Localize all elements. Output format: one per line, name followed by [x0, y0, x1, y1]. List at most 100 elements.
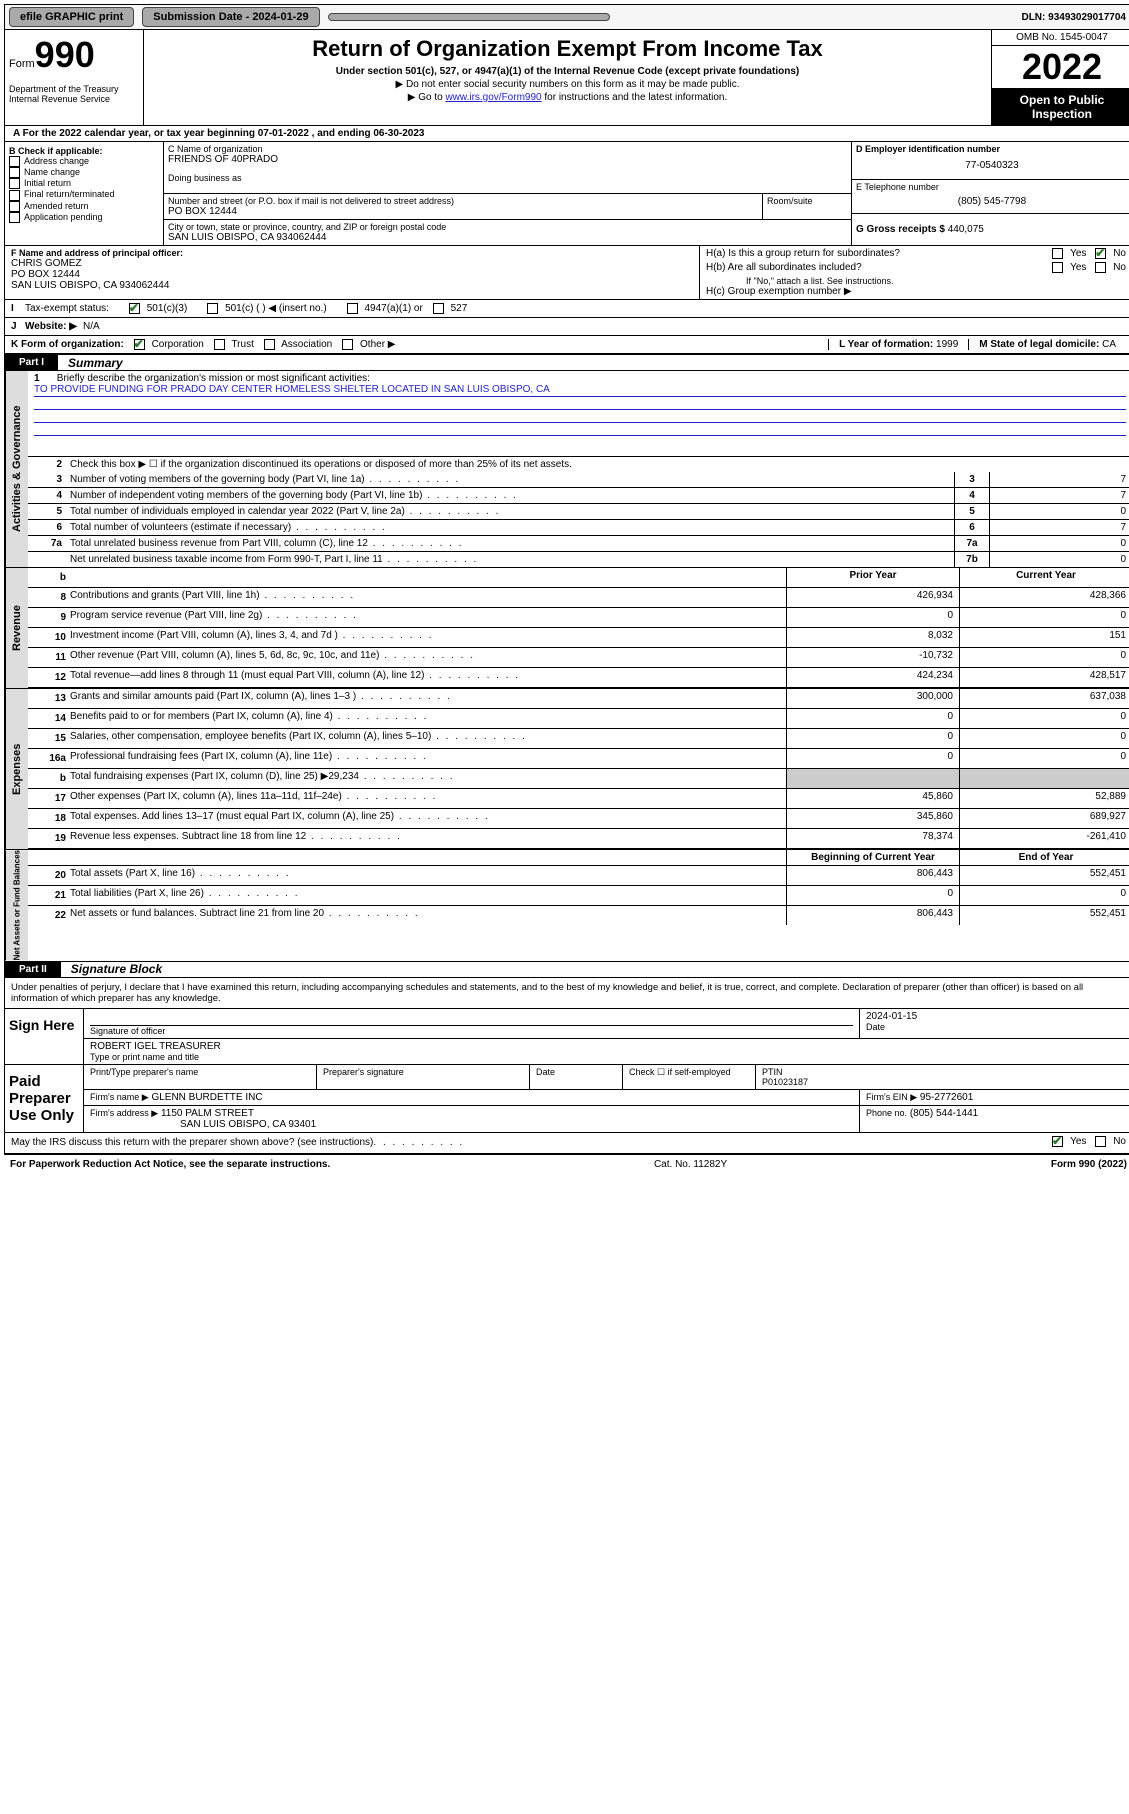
col-prior-year: Prior Year: [786, 568, 959, 587]
cb-final-return[interactable]: Final return/terminated: [24, 189, 115, 199]
blank-button: [328, 13, 610, 21]
firm-name-label: Firm's name ▶: [90, 1092, 149, 1102]
part1-tag: Part I: [5, 355, 58, 370]
addr-label: Number and street (or P.O. box if mail i…: [168, 196, 758, 206]
box-k-label: K Form of organization:: [11, 339, 124, 350]
prep-sig-hdr: Preparer's signature: [317, 1065, 530, 1089]
officer-addr2: SAN LUIS OBISPO, CA 934062444: [11, 280, 693, 291]
paid-preparer-label: Paid Preparer Use Only: [5, 1065, 83, 1132]
goto-post: for instructions and the latest informat…: [544, 92, 727, 103]
box-g-label: G Gross receipts $: [856, 224, 945, 235]
prep-self-emp: Check ☐ if self-employed: [623, 1065, 756, 1089]
hb-yes[interactable]: Yes: [1070, 262, 1086, 273]
submission-date-button[interactable]: Submission Date - 2024-01-29: [142, 7, 319, 27]
box-c-label: C Name of organization: [168, 144, 847, 154]
box-i-label: Tax-exempt status:: [25, 303, 109, 314]
ptin-label: PTIN: [762, 1067, 1126, 1077]
name-title-label: Type or print name and title: [90, 1052, 1126, 1062]
perjury-statement: Under penalties of perjury, I declare th…: [4, 978, 1129, 1009]
omb-number: OMB No. 1545-0047: [992, 30, 1129, 46]
cb-527[interactable]: 527: [451, 303, 468, 314]
discuss-yes[interactable]: Yes: [1070, 1136, 1086, 1147]
mission-label: Briefly describe the organization's miss…: [57, 373, 370, 384]
sign-here-label: Sign Here: [5, 1009, 83, 1064]
vtab-expenses: Expenses: [5, 689, 28, 849]
cb-address-change[interactable]: Address change: [24, 156, 89, 166]
state-domicile: CA: [1102, 339, 1116, 350]
dept-label: Department of the Treasury Internal Reve…: [9, 84, 139, 104]
city-state-zip: SAN LUIS OBISPO, CA 934062444: [168, 232, 847, 243]
cb-trust[interactable]: Trust: [231, 339, 253, 350]
firm-ein-label: Firm's EIN ▶: [866, 1092, 917, 1102]
cb-other[interactable]: Other ▶: [360, 339, 395, 350]
identity-block: B Check if applicable: Address change Na…: [4, 142, 1129, 246]
gross-receipts-value: 440,075: [948, 224, 984, 235]
cb-name-change[interactable]: Name change: [24, 167, 80, 177]
form-title: Return of Organization Exempt From Incom…: [152, 36, 983, 62]
mission-text: TO PROVIDE FUNDING FOR PRADO DAY CENTER …: [34, 384, 1126, 397]
efile-button[interactable]: efile GRAPHIC print: [9, 7, 134, 27]
firm-phone-label: Phone no.: [866, 1108, 907, 1118]
ha-no[interactable]: No: [1113, 248, 1126, 259]
ha-yes[interactable]: Yes: [1070, 248, 1086, 259]
cb-corp[interactable]: Corporation: [152, 339, 204, 350]
cb-initial-return[interactable]: Initial return: [24, 178, 71, 188]
top-toolbar: efile GRAPHIC print Submission Date - 20…: [4, 4, 1129, 30]
dln-label: DLN: 93493029017704: [1021, 12, 1129, 23]
box-ha-label: H(a) Is this a group return for subordin…: [706, 248, 900, 262]
ein-value: 77-0540323: [856, 154, 1128, 177]
open-inspection-badge: Open to Public Inspection: [992, 89, 1129, 125]
col-beginning-year: Beginning of Current Year: [786, 850, 959, 865]
box-hc-label: H(c) Group exemption number ▶: [706, 286, 1126, 297]
cb-amended-return[interactable]: Amended return: [24, 201, 89, 211]
year-formation: 1999: [936, 339, 958, 350]
sig-officer-label: Signature of officer: [90, 1026, 853, 1036]
box-hb-label: H(b) Are all subordinates included?: [706, 262, 862, 276]
paperwork-notice: For Paperwork Reduction Act Notice, see …: [10, 1159, 330, 1170]
cb-app-pending[interactable]: Application pending: [24, 212, 103, 222]
form-subtitle: Under section 501(c), 527, or 4947(a)(1)…: [152, 66, 983, 77]
telephone-value: (805) 545-7798: [856, 192, 1128, 211]
sig-date-label: Date: [866, 1022, 1126, 1032]
box-d-label: D Employer identification number: [856, 144, 1128, 154]
form-ref: Form 990 (2022): [1051, 1159, 1127, 1170]
firm-phone-value: (805) 544-1441: [910, 1108, 978, 1119]
sig-date-value: 2024-01-15: [866, 1011, 1126, 1022]
box-f-label: F Name and address of principal officer:: [11, 248, 693, 258]
line2-text: Check this box ▶ ☐ if the organization d…: [66, 457, 1129, 472]
vtab-revenue: Revenue: [5, 568, 28, 688]
vtab-governance: Activities & Governance: [5, 371, 28, 567]
cb-4947[interactable]: 4947(a)(1) or: [364, 303, 422, 314]
firm-addr1: 1150 PALM STREET: [161, 1108, 254, 1119]
part2-tag: Part II: [5, 962, 61, 977]
discuss-question: May the IRS discuss this return with the…: [11, 1137, 373, 1148]
box-e-label: E Telephone number: [856, 182, 1128, 192]
firm-ein-value: 95-2772601: [920, 1092, 973, 1103]
ptin-value: P01023187: [762, 1077, 1126, 1087]
prep-date-hdr: Date: [530, 1065, 623, 1089]
hb-no[interactable]: No: [1113, 262, 1126, 273]
box-l-label: L Year of formation:: [839, 339, 933, 350]
tax-year: 2022: [992, 46, 1129, 89]
col-end-year: End of Year: [959, 850, 1129, 865]
irs-link[interactable]: www.irs.gov/Form990: [445, 92, 541, 103]
part2-title: Signature Block: [61, 962, 162, 976]
goto-pre: ▶ Go to: [408, 92, 446, 103]
cat-number: Cat. No. 11282Y: [330, 1159, 1051, 1170]
firm-name-value: GLENN BURDETTE INC: [151, 1092, 262, 1103]
officer-addr1: PO BOX 12444: [11, 269, 693, 280]
vtab-net-assets: Net Assets or Fund Balances: [5, 850, 28, 960]
cb-501c3[interactable]: 501(c)(3): [147, 303, 188, 314]
cb-501c[interactable]: 501(c) ( ) ◀ (insert no.): [225, 303, 327, 314]
tax-period: A For the 2022 calendar year, or tax yea…: [4, 126, 1129, 142]
city-label: City or town, state or province, country…: [168, 222, 847, 232]
suite-label: Room/suite: [763, 194, 851, 219]
part1-title: Summary: [58, 356, 123, 370]
discuss-no[interactable]: No: [1113, 1136, 1126, 1147]
box-m-label: M State of legal domicile:: [979, 339, 1099, 350]
officer-name-title: ROBERT IGEL TREASURER: [90, 1041, 1126, 1052]
cb-assoc[interactable]: Association: [281, 339, 332, 350]
dba-label: Doing business as: [168, 173, 847, 183]
officer-name: CHRIS GOMEZ: [11, 258, 693, 269]
hb-note: If "No," attach a list. See instructions…: [706, 276, 1126, 286]
